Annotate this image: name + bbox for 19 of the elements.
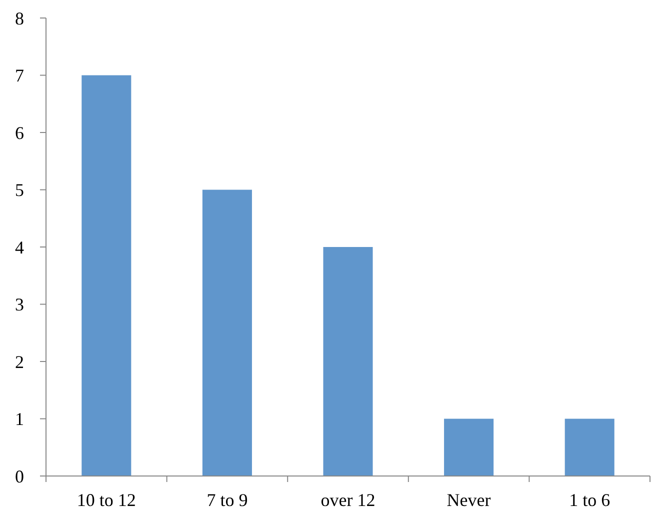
y-tick-label: 6 (15, 122, 24, 143)
y-tick-label: 0 (15, 466, 24, 486)
bar (323, 247, 373, 476)
x-tick-label: 10 to 12 (76, 490, 136, 510)
bar (202, 190, 252, 476)
y-tick-label: 3 (15, 294, 24, 315)
bar (82, 75, 132, 476)
x-tick-label: Never (446, 490, 491, 510)
y-tick-label: 1 (15, 409, 24, 430)
x-tick-label: over 12 (320, 490, 376, 510)
bar (444, 418, 494, 476)
x-tick-label: 7 to 9 (206, 490, 248, 510)
x-tick-label: 1 to 6 (569, 490, 610, 510)
y-tick-label: 4 (15, 237, 24, 258)
y-tick-label: 7 (15, 66, 24, 86)
y-tick-label: 8 (15, 8, 24, 28)
bar (564, 418, 614, 476)
y-tick-label: 2 (15, 352, 24, 372)
y-tick-label: 5 (15, 180, 24, 200)
